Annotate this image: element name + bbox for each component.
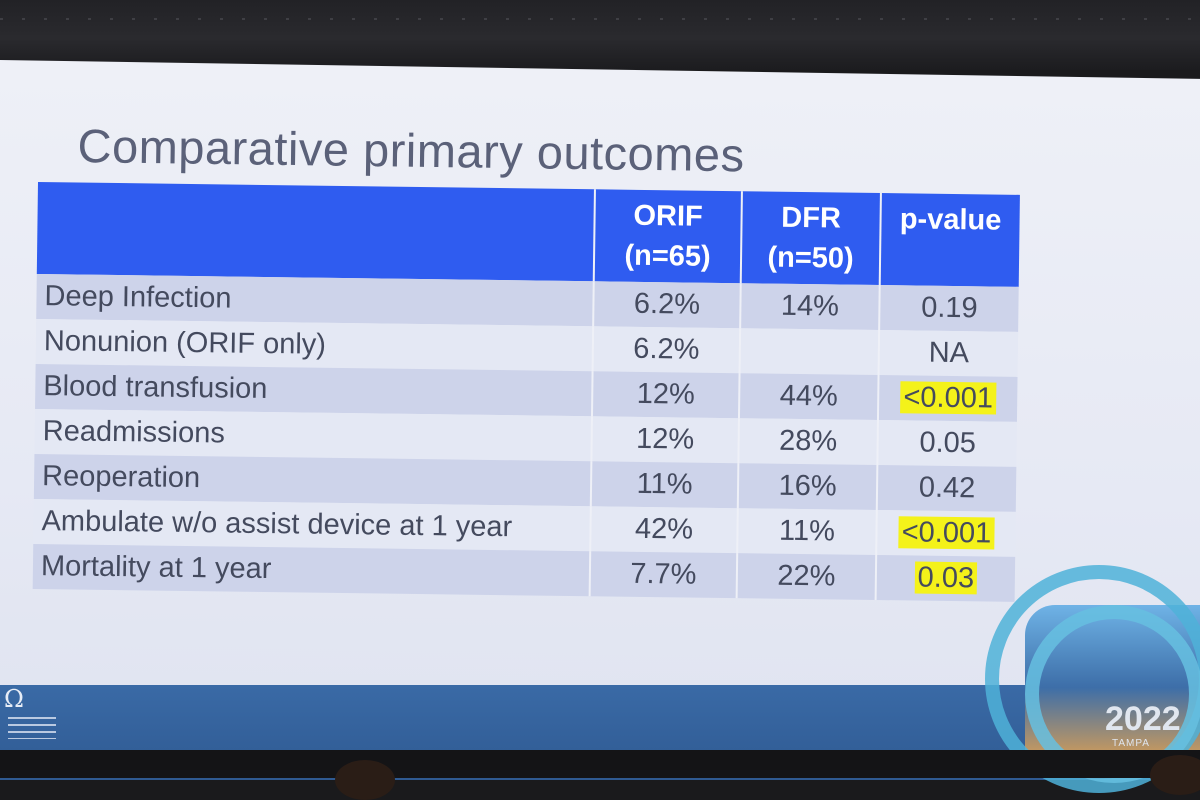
p-value-text: 0.19 [920,291,978,325]
audience-foreground [0,750,1200,778]
table-header-row: ORIF (n=65) DFR (n=50) p-value [36,182,1020,287]
orif-value: 12% [591,371,740,419]
orif-value: 6.2% [592,326,741,374]
row-label: Readmissions [34,408,592,462]
orif-value: 12% [591,416,739,464]
row-label: Ambulate w/o assist device at 1 year [33,498,591,552]
dfr-value: 16% [737,463,878,511]
dfr-value: 11% [737,508,877,556]
header-orif-n: (n=65) [624,239,711,273]
header-dfr-label: DFR [781,201,842,235]
p-value-highlight: 0.03 [914,561,978,595]
row-label: Blood transfusion [35,363,593,417]
header-dfr-n: (n=50) [767,241,854,275]
p-value-text: 0.05 [919,426,977,460]
header-empty-cell [36,182,595,282]
orif-value: 6.2% [593,281,741,329]
p-value-text: 0.42 [918,471,976,505]
dfr-value: 14% [740,283,880,331]
row-label: Reoperation [33,453,592,507]
logo-text-lines [8,717,56,739]
p-value: 0.42 [876,465,1017,512]
orif-value: 7.7% [589,551,738,599]
dfr-value [739,328,880,376]
dfr-value: 28% [738,418,878,466]
association-logo-icon: Ω [0,685,64,749]
conference-year: 2022 [1105,700,1181,738]
p-value: 0.19 [879,285,1019,332]
audience-head [335,760,395,800]
header-dfr: DFR (n=50) [740,191,881,286]
p-value-highlight: <0.001 [898,516,995,550]
header-pvalue-label: p-value [899,203,1002,237]
outcomes-table: ORIF (n=65) DFR (n=50) p-value Deep Infe… [32,182,1020,602]
conference-city: TAMPA [1112,738,1150,749]
p-value: 0.05 [877,420,1017,467]
orif-value: 11% [590,461,739,509]
row-label: Nonunion (ORIF only) [35,318,594,372]
p-value-text: NA [928,336,970,370]
dfr-value: 44% [738,373,879,421]
header-orif-label: ORIF [633,199,703,233]
orif-value: 42% [590,506,738,554]
logo-mark: Ω [4,685,24,713]
dfr-value: 22% [736,553,877,600]
ceiling-background [0,0,1200,70]
p-value-highlight: <0.001 [900,381,997,415]
header-orif: ORIF (n=65) [593,189,742,284]
slide-title: Comparative primary outcomes [77,118,745,182]
header-pvalue: p-value [879,193,1020,287]
p-value: NA [878,330,1019,377]
p-value: <0.001 [877,375,1018,422]
row-label: Mortality at 1 year [32,543,591,597]
row-label: Deep Infection [36,273,594,327]
p-value: <0.001 [876,510,1016,557]
